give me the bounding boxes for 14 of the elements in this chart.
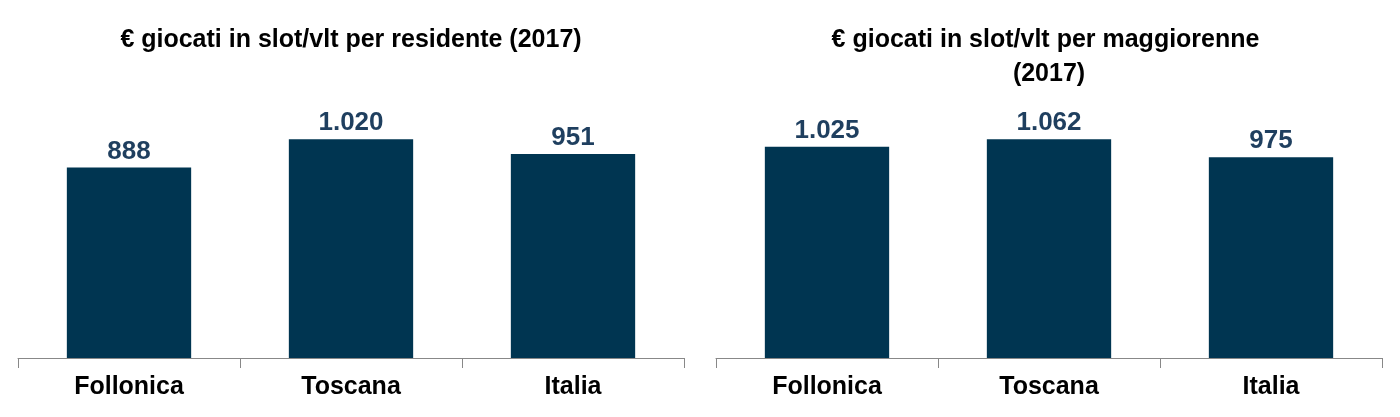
data-label: 951 — [551, 121, 595, 152]
data-label: 1.062 — [1016, 106, 1082, 137]
chart-title: € giocati in slot/vlt per maggiorenne (2017) — [831, 24, 1267, 86]
x-tick-label: Toscana — [301, 370, 402, 399]
x-tick-label: Follonica — [772, 370, 883, 399]
chart-title: € giocati in slot/vlt per residente (2017) — [120, 24, 582, 52]
data-label: 1.020 — [318, 106, 384, 137]
data-label: 975 — [1249, 124, 1293, 155]
x-tick-label: Italia — [1242, 370, 1301, 399]
data-label: 1.025 — [794, 113, 860, 144]
x-tick-label: Toscana — [999, 370, 1100, 399]
data-label: 888 — [107, 134, 151, 165]
x-tick-label: Follonica — [74, 370, 185, 399]
x-tick-label: Italia — [544, 370, 603, 399]
